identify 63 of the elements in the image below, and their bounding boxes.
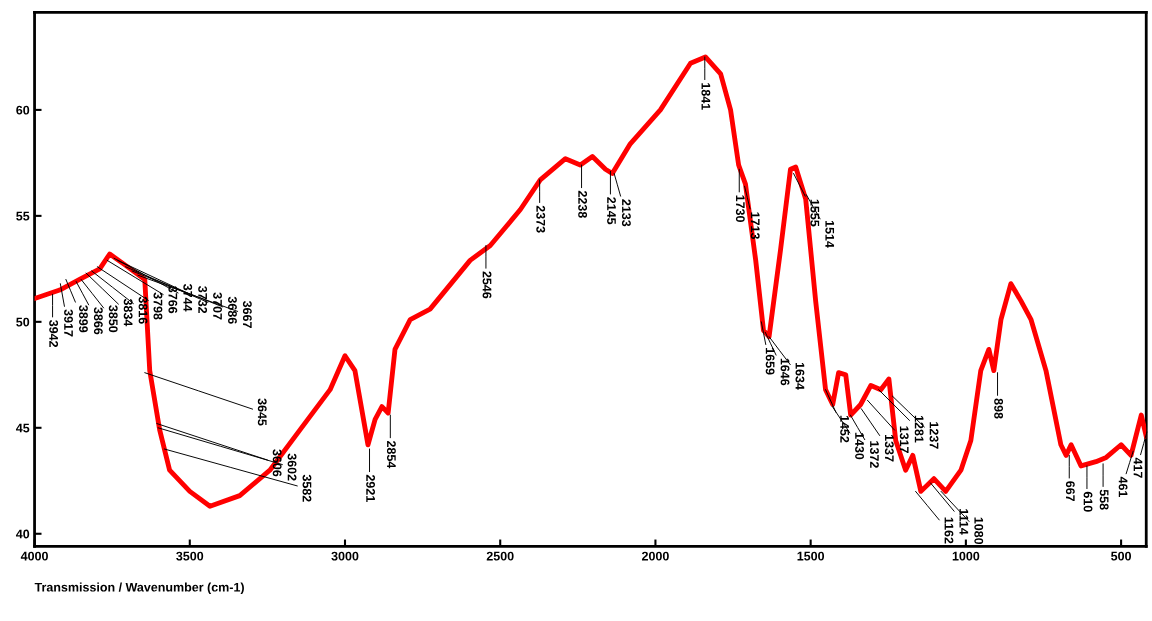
- annotation: 3766: [168, 286, 178, 314]
- annotation: 1372: [869, 441, 879, 468]
- annotation: 1659: [765, 348, 775, 375]
- annotation: 3798: [153, 292, 163, 320]
- annotation: 1430: [855, 432, 864, 460]
- annotation: 3686: [228, 296, 237, 324]
- x-axis-title: Transmission / Wavenumber (cm-1): [34, 582, 244, 595]
- annotation: 3744: [183, 283, 193, 312]
- annotation: 1317: [899, 426, 909, 453]
- x-tick-label: 2500: [486, 551, 514, 561]
- annotation: 3602: [287, 453, 297, 481]
- y-tick-label: 45: [15, 423, 30, 433]
- annotation: 1646: [780, 358, 790, 386]
- x-tick-label: 3000: [331, 551, 359, 561]
- annotation: 1452: [840, 415, 850, 443]
- annotation: 3866: [93, 307, 103, 335]
- annotation: 3582: [302, 474, 312, 502]
- y-tick-label: 60: [16, 105, 30, 115]
- x-tick-label: 2000: [641, 551, 669, 561]
- annotation: 1080: [974, 517, 984, 545]
- annotation: 667: [1065, 481, 1075, 502]
- annotation: 3645: [257, 398, 267, 426]
- annotation: 3917: [64, 309, 73, 337]
- annotation: 898: [994, 398, 1004, 419]
- x-tick-label: 4000: [20, 551, 48, 561]
- annotation: 2238: [578, 190, 588, 218]
- annotation: 1237: [929, 422, 939, 449]
- y-tick-label: 55: [16, 211, 30, 221]
- x-tick-label: 1000: [952, 551, 980, 561]
- annotation: 1162: [944, 517, 954, 544]
- annotation: 1555: [810, 199, 820, 227]
- annotation: 3667: [242, 300, 252, 328]
- x-tick-label: 1500: [797, 551, 825, 561]
- annotation: 461: [1118, 476, 1128, 498]
- annotation: 2921: [366, 474, 376, 502]
- annotation: 417: [1133, 457, 1143, 478]
- annotation: 1114: [959, 509, 969, 535]
- annotation: 2373: [536, 205, 546, 233]
- annotation: 3606: [272, 449, 282, 477]
- annotation: 3850: [108, 305, 118, 333]
- annotation: 3707: [213, 292, 222, 320]
- annotation: 1730: [735, 195, 745, 222]
- annotation: 2854: [386, 440, 396, 469]
- annotation: 1634: [795, 362, 805, 390]
- annotation: 3834: [123, 298, 133, 327]
- x-tick-label: 500: [1111, 551, 1132, 561]
- annotation: 1514: [825, 220, 835, 248]
- annotation: 3816: [138, 296, 148, 324]
- annotation: 2145: [607, 197, 616, 225]
- annotation: 2133: [621, 199, 631, 227]
- annotation: 1841: [701, 83, 711, 110]
- y-tick-label: 50: [16, 317, 30, 327]
- annotation: 1713: [750, 212, 760, 239]
- annotation: 558: [1099, 489, 1109, 510]
- x-tick-label: 3500: [176, 551, 204, 561]
- annotation: 1337: [884, 434, 894, 462]
- annotation: 3942: [49, 320, 59, 348]
- annotation: 3732: [198, 286, 208, 314]
- annotation: 1281: [914, 415, 924, 443]
- y-tick-label: 40: [15, 529, 30, 539]
- annotation: 2546: [482, 271, 492, 299]
- annotation: 610: [1083, 491, 1093, 512]
- annotation: 3899: [78, 305, 88, 333]
